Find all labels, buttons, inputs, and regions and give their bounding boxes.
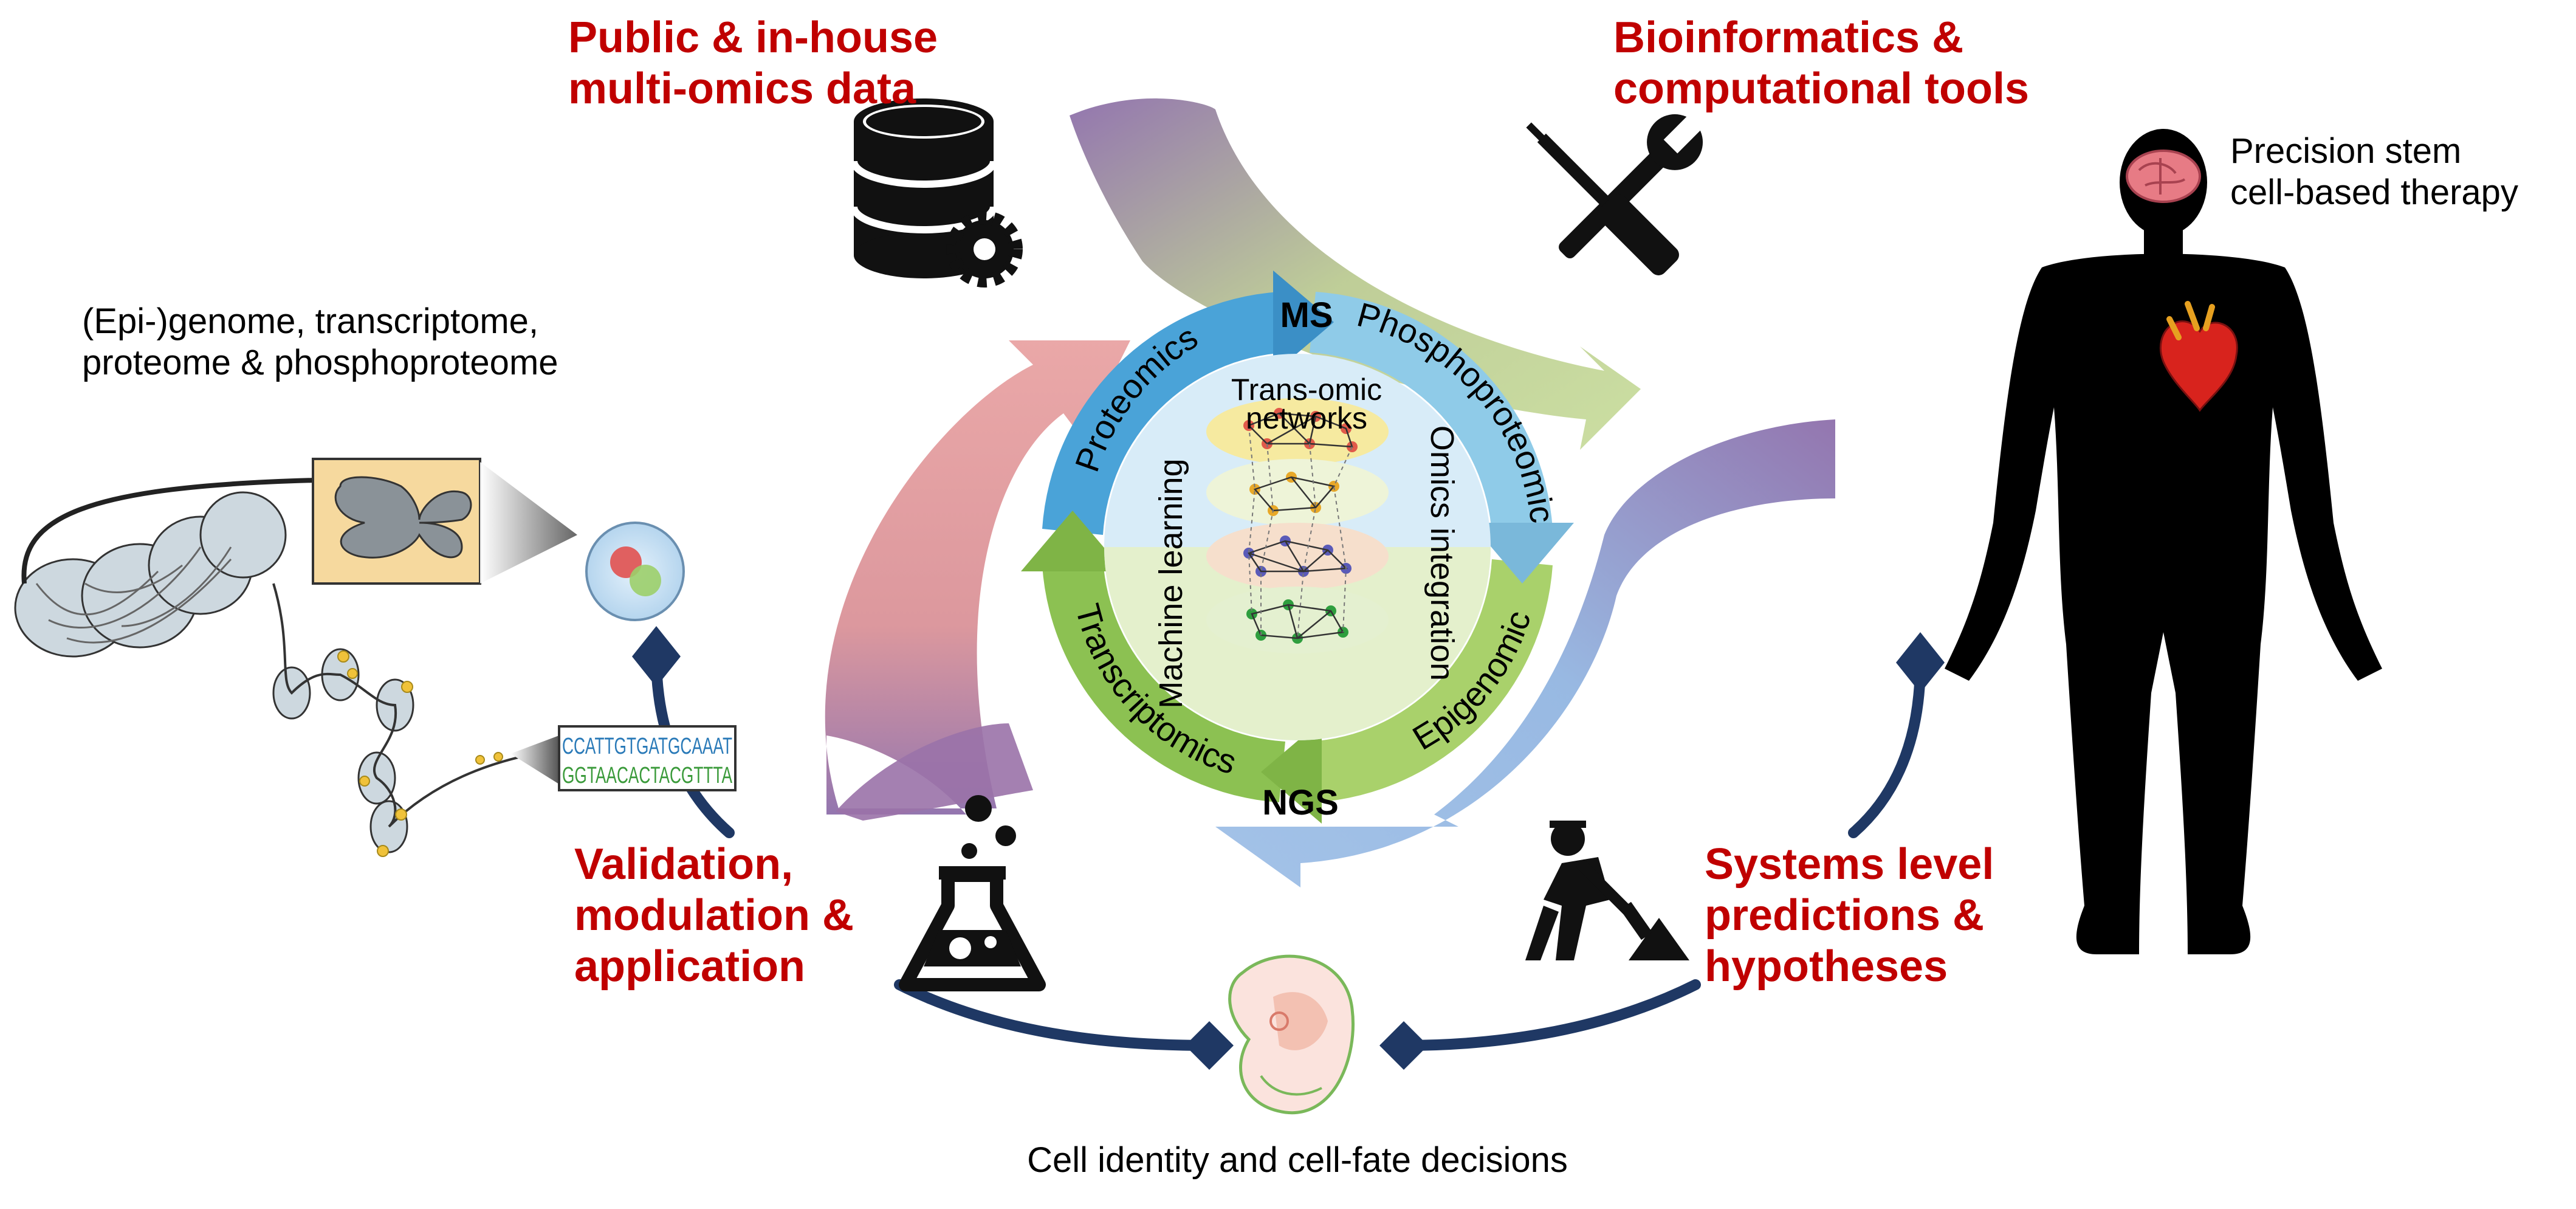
bottom-right-arrowhead xyxy=(1379,1021,1428,1070)
trans-omic-network xyxy=(1206,398,1389,653)
trans-omic-label-line1: Trans-omic xyxy=(1231,373,1382,407)
omics-cycle-ring xyxy=(1021,270,1574,824)
trans-omic-label-line2: networks xyxy=(1246,401,1367,435)
public-data-heading: Public & in-house multi-omics data xyxy=(568,13,938,113)
cell-identity-label: Cell identity and cell-fate decisions xyxy=(1027,1140,1568,1180)
omics-integration-label: Omics integration xyxy=(1424,425,1460,681)
dna-seq-line1: CCATTGTGATGCAAAT xyxy=(562,734,732,759)
right-arrowhead xyxy=(1896,632,1945,693)
database-icon xyxy=(850,98,997,278)
right-swoosh-arrow xyxy=(1215,419,1835,887)
transcriptomics-segment xyxy=(1042,559,1285,802)
proteomics-segment xyxy=(1042,292,1285,535)
chromosome-box xyxy=(312,458,577,585)
bioinformatics-heading: Bioinformatics & computational tools xyxy=(1613,13,2029,113)
proteomics-label: Proteomics xyxy=(1068,317,1204,477)
bottom-right-arrow xyxy=(1398,979,1701,1051)
omics-layers-label: (Epi-)genome, transcriptome, proteome & … xyxy=(82,301,558,382)
bottom-left-arrowhead xyxy=(1185,1021,1234,1070)
gear-icon xyxy=(946,211,1023,288)
tools-icon xyxy=(1526,114,1703,275)
ngs-arrowhead xyxy=(1261,720,1322,824)
dna-sequence-box xyxy=(558,725,737,791)
chromatin-illustration xyxy=(14,478,559,857)
therapy-label: Precision stem cell-based therapy xyxy=(2230,131,2518,212)
transcriptomics-arrowhead xyxy=(1021,511,1124,571)
cell-illustration xyxy=(585,522,685,621)
heart-icon xyxy=(2159,301,2238,412)
brain-icon xyxy=(2126,150,2201,203)
flask-icon xyxy=(899,795,1046,991)
worker-icon xyxy=(1519,815,1689,973)
validation-heading: Validation, modulation & application xyxy=(574,840,854,991)
embryo-illustration xyxy=(1228,954,1355,1115)
left-swoosh-arrow xyxy=(825,340,1130,815)
ngs-label: NGS xyxy=(1262,783,1339,822)
bottom-left-arrow xyxy=(894,979,1215,1051)
phosphoproteomics-segment xyxy=(1310,292,1553,535)
machine-learning-label: Machine learning xyxy=(1153,458,1189,708)
phospho-arrowhead xyxy=(1471,523,1574,584)
systems-heading: Systems level predictions & hypotheses xyxy=(1705,840,1994,991)
dna-seq-line2: GGTAACACTACGTTTA xyxy=(562,763,732,788)
top-swoosh-arrow xyxy=(1070,98,1641,450)
ms-label: MS xyxy=(1280,295,1333,335)
ms-arrowhead xyxy=(1273,270,1334,374)
left-arrowhead xyxy=(632,626,681,687)
epigenomics-segment xyxy=(1310,559,1553,802)
